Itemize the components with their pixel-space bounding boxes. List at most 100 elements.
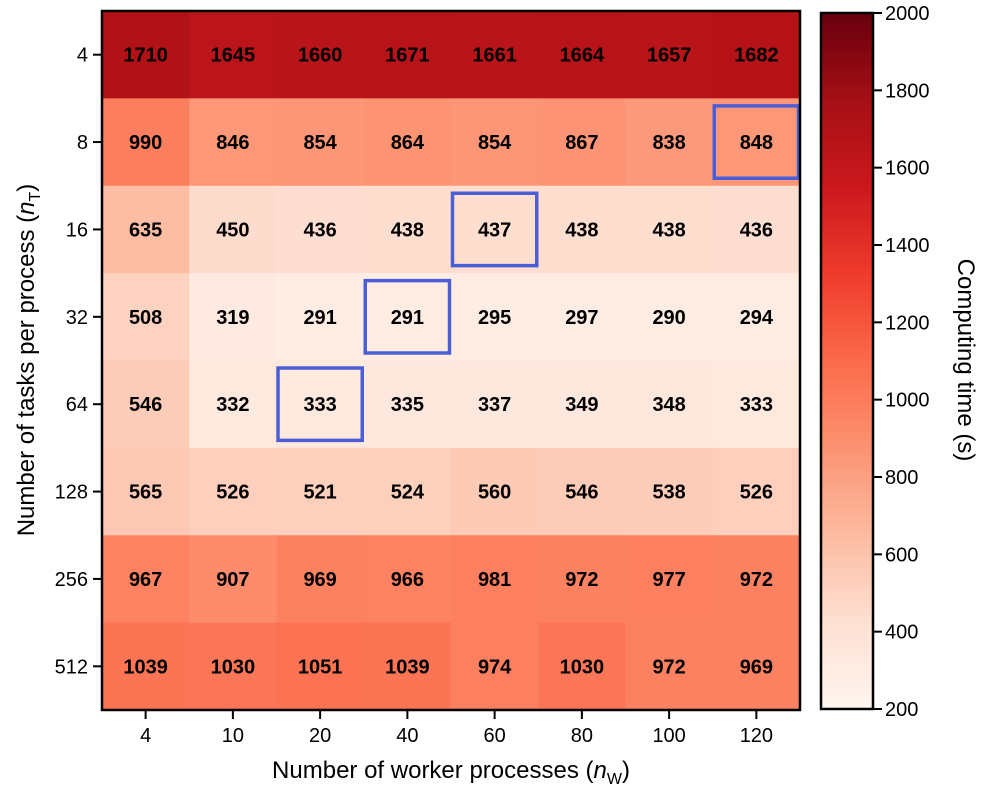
heatmap-cell [625,360,714,449]
heatmap-cells [102,11,801,711]
cell-value-label: 526 [216,482,249,504]
cell-value-label: 1030 [211,656,256,678]
x-tick-label: 40 [396,725,418,747]
highlight-box [712,104,801,180]
heatmap-cell [625,98,714,187]
cell-value-label: 291 [391,307,424,329]
heatmap-cell [363,535,452,624]
y-tick-label: 4 [77,45,88,67]
highlight-box [363,278,452,355]
heatmap-cell [363,360,452,449]
colorbar-tick-label: 400 [885,622,918,644]
heatmap-cell [102,622,190,711]
cell-value-label: 1645 [211,45,256,67]
heatmap-cell [189,98,278,187]
heatmap-cell [102,185,190,274]
x-axis: 4 10 20 40 60 80 100 120 [140,710,773,747]
cell-value-label: 319 [216,307,249,329]
heatmap-cell [712,360,801,449]
cell-value-label: 1039 [123,656,168,678]
heatmap-cell [538,273,627,362]
heatmap-cell [538,98,627,187]
heatmap-cell [451,447,539,536]
highlight-box [450,191,539,268]
heatmap-cell [712,622,801,711]
cell-value-label: 348 [652,394,685,416]
heatmap-cell [276,622,365,711]
cell-value-label: 546 [565,482,598,504]
heatmap-cell [451,360,539,449]
x-tick-label: 4 [140,725,151,747]
cell-value-label: 1664 [560,45,605,67]
heatmap-cell [538,11,627,99]
highlight-boxes [276,104,801,443]
y-axis-title: Number of tasks per process (nT) [13,184,44,537]
heatmap-cell [189,11,278,99]
heatmap-cell [363,185,452,274]
heatmap-cell [189,447,278,536]
cell-value-label: 864 [391,132,425,154]
cell-value-label: 524 [391,482,425,504]
cell-value-label: 972 [740,569,773,591]
y-tick-label: 128 [55,482,88,504]
heatmap-cell [538,447,627,536]
colorbar-tick-label: 600 [885,544,918,566]
cell-value-label: 349 [565,394,598,416]
y-tick-label: 32 [66,307,88,329]
cell-value-label: 297 [565,307,598,329]
y-axis: 4 8 16 32 64 128 256 512 [55,45,102,678]
heatmap-cell [451,535,539,624]
cell-value-label: 972 [565,569,598,591]
colorbar: 200 400 600 800 1000 1200 1400 1600 1800 2000 Com… [819,3,979,721]
cell-value-label: 966 [391,569,424,591]
cell-value-label: 332 [216,394,249,416]
colorbar-tick-label: 800 [885,467,918,489]
cell-value-label: 1051 [298,656,343,678]
heatmap-cell [276,447,365,536]
heatmap-cell [189,622,278,711]
heatmap-cell [625,447,714,536]
heatmap-cell [538,185,627,274]
cell-value-label: 290 [652,307,685,329]
heatmap-cell [625,273,714,362]
heatmap-cell [538,535,627,624]
cell-value-label: 291 [303,307,336,329]
heatmap-cell [276,360,365,449]
heatmap-cell [625,535,714,624]
heatmap-cell [276,185,365,274]
cell-value-label: 337 [478,394,511,416]
heatmap-cell [189,535,278,624]
x-tick-label: 120 [740,725,773,747]
colorbar-tick-label: 1400 [885,235,930,257]
cell-value-label: 438 [391,219,424,241]
cell-value-label: 1671 [385,45,430,67]
cell-value-label: 854 [303,132,337,154]
cell-value-label: 335 [391,394,424,416]
colorbar-label: Computing time (s) [952,259,979,462]
colorbar-tick-label: 1600 [885,158,930,180]
heatmap-cell [538,622,627,711]
heatmap-cell [363,98,452,187]
cell-value-label: 565 [129,482,162,504]
cell-value-label: 1661 [472,45,517,67]
y-tick-label: 256 [55,569,88,591]
colorbar-tick-label: 2000 [885,3,930,25]
heatmap-cell [712,273,801,362]
cell-value-label: 521 [303,482,336,504]
heatmap-cell [102,360,190,449]
cell-value-label: 333 [303,394,336,416]
cell-value-label: 635 [129,219,162,241]
cell-value-label: 854 [478,132,512,154]
heatmap-cell [363,11,452,99]
highlight-box [276,366,364,443]
y-tick-label: 512 [55,656,88,678]
cell-value-label: 867 [565,132,598,154]
cell-value-label: 972 [652,656,685,678]
heatmap-cell [451,622,539,711]
cell-value-label: 969 [303,569,336,591]
cell-value-label: 974 [478,656,512,678]
x-tick-label: 100 [652,725,685,747]
plot-frame [100,9,802,712]
x-tick-label: 80 [571,725,593,747]
colorbar-tick-label: 1800 [885,80,930,102]
